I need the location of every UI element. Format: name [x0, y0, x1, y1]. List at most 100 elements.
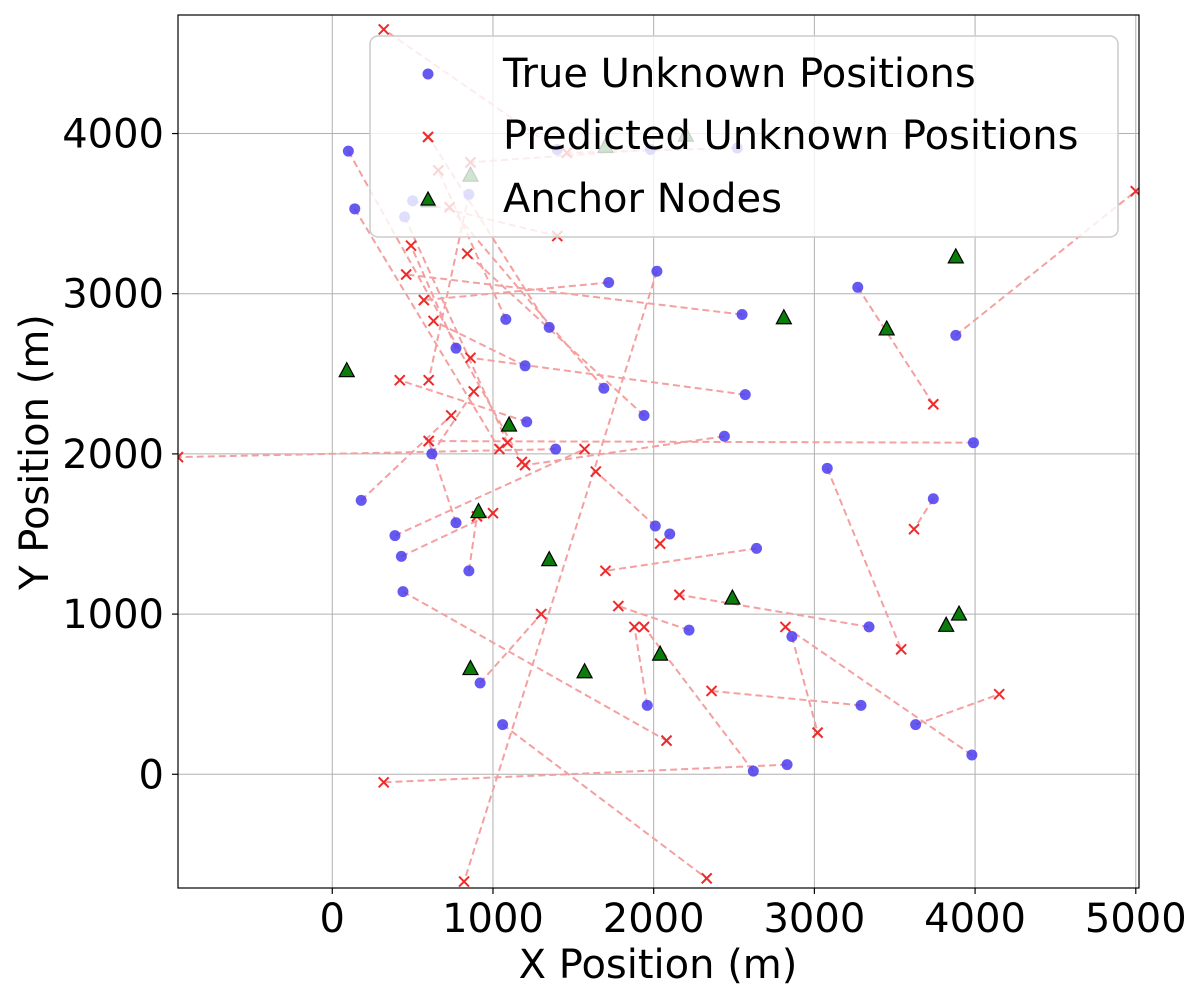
x-tick-label: 5000 — [1085, 896, 1187, 942]
predicted-point — [493, 443, 506, 455]
error-line — [915, 693, 1000, 726]
predicted-point — [377, 776, 390, 788]
predicted-point — [427, 315, 440, 327]
error-line — [605, 547, 757, 572]
y-tick-label: 1000 — [62, 592, 164, 638]
legend-box — [369, 35, 1119, 238]
true-point — [397, 586, 409, 598]
true-point — [550, 443, 562, 455]
true-point — [355, 494, 367, 506]
predicted-point — [993, 688, 1005, 700]
y-tick-label: 0 — [139, 752, 164, 798]
legend: True Unknown Positions Predicted Unknown… — [369, 35, 1119, 238]
error-line — [633, 626, 649, 706]
predicted-point — [487, 507, 499, 519]
error-line — [479, 613, 542, 684]
predicted-point — [458, 875, 470, 888]
plot-frame — [177, 14, 1140, 889]
true-point — [855, 699, 867, 711]
error-line — [399, 379, 528, 423]
error-line — [406, 273, 743, 316]
x-tick-label: 3000 — [763, 896, 865, 942]
true-point — [474, 677, 486, 689]
y-tick-label: 2000 — [62, 432, 164, 478]
predicted-point — [400, 268, 412, 281]
true-point — [463, 565, 475, 577]
y-tick-label: 4000 — [62, 112, 164, 158]
error-line — [784, 626, 973, 756]
error-line — [643, 626, 755, 772]
anchor-node — [461, 659, 479, 676]
error-line — [467, 516, 478, 571]
predicted-point — [590, 465, 602, 478]
error-line — [402, 590, 668, 742]
true-point — [781, 759, 793, 771]
predicted-point — [394, 374, 406, 386]
anchor-node — [947, 247, 965, 264]
anchor-node — [338, 361, 356, 378]
predicted-point — [519, 459, 531, 471]
predicted-point — [638, 621, 650, 633]
true-point — [389, 530, 401, 542]
predicted-point — [705, 685, 718, 697]
anchor-node — [950, 604, 968, 621]
true-point — [500, 313, 512, 325]
true-point — [821, 462, 833, 474]
true-point — [450, 342, 462, 354]
axis-ticks: 0 1000 2000 3000 4000 5000 0 1000 2000 3000 4000 — [62, 112, 1186, 942]
predicted-point — [654, 537, 666, 550]
true-point — [342, 145, 354, 157]
predicted-point — [908, 523, 920, 535]
true-point — [786, 631, 798, 643]
true-point — [664, 528, 676, 540]
true-point — [395, 550, 407, 562]
error-line — [410, 245, 457, 349]
true-point — [967, 437, 979, 449]
error-line — [394, 448, 585, 537]
true-point — [751, 542, 763, 554]
error-line — [711, 689, 862, 707]
true-point — [349, 203, 361, 215]
anchor-node — [878, 319, 896, 336]
error-line — [428, 440, 974, 444]
true-point — [852, 281, 864, 293]
true-point — [519, 360, 531, 372]
predicted-point — [445, 409, 457, 422]
predicted-point — [535, 608, 547, 620]
predicted-point — [501, 436, 514, 449]
true-points-series — [342, 142, 979, 777]
predicted-point — [599, 565, 612, 577]
true-point — [863, 621, 875, 633]
true-point — [426, 448, 438, 460]
error-line — [431, 390, 475, 455]
anchor-node — [651, 644, 669, 661]
predicted-point — [660, 734, 673, 747]
error-line — [463, 270, 658, 882]
y-axis-label: Y Position (m) — [12, 314, 58, 591]
true-point — [543, 321, 555, 333]
error-line — [679, 593, 870, 628]
true-point — [747, 765, 759, 777]
predicted-point — [418, 294, 430, 306]
predicted-point — [927, 398, 940, 410]
anchor-node — [775, 308, 793, 325]
true-point — [683, 624, 695, 636]
true-point — [736, 309, 748, 321]
error-line — [400, 512, 494, 558]
true-point — [910, 719, 922, 731]
predicted-point — [628, 621, 641, 633]
error-line — [466, 252, 645, 417]
true-point — [718, 430, 730, 442]
error-line — [360, 414, 452, 502]
legend-anchor-label: Anchor Nodes — [503, 176, 782, 222]
error-line — [353, 208, 501, 450]
predicted-point — [673, 589, 686, 601]
anchor-node — [576, 662, 594, 679]
x-tick-label: 2000 — [603, 896, 705, 942]
predicted-point — [578, 443, 591, 455]
true-point — [927, 493, 939, 505]
anchor-node — [470, 502, 488, 519]
error-line — [470, 356, 746, 396]
anchor-node — [500, 415, 518, 432]
